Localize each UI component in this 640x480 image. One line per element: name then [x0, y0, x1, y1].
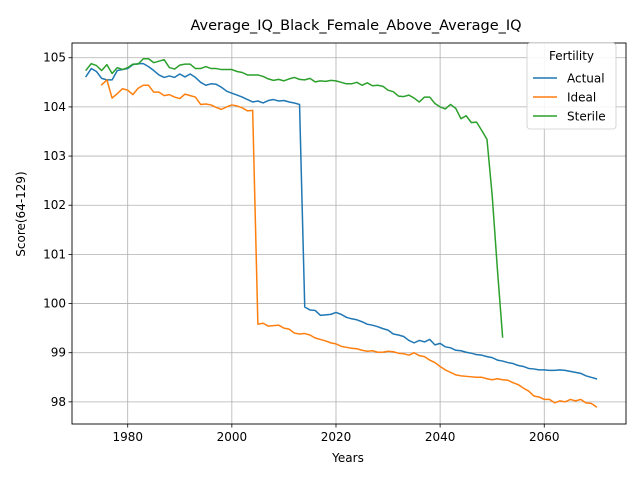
legend-label-sterile: Sterile [567, 110, 606, 124]
legend: Fertility Actual Ideal Sterile [526, 42, 617, 130]
chart-title: Average_IQ_Black_Female_Above_Average_IQ [190, 18, 521, 34]
plot-area [71, 42, 627, 425]
y-tick-label: 98 [51, 395, 66, 409]
legend-label-actual: Actual [567, 72, 605, 86]
y-tick-label: 104 [43, 100, 66, 114]
y-tick-label: 101 [43, 247, 66, 261]
x-tick-label: 2060 [529, 430, 560, 444]
x-tick-label: 1980 [112, 430, 143, 444]
legend-title: Fertility [549, 49, 594, 63]
grid [72, 43, 626, 424]
x-tick-label: 2020 [321, 430, 352, 444]
y-tick-label: 102 [43, 198, 66, 212]
series-lines [85, 57, 598, 408]
legend-box [526, 42, 617, 130]
y-axis: 98 99 100 101 102 103 104 105 [43, 51, 72, 409]
y-axis-label: Score(64-129) [14, 171, 28, 256]
series-line-actual [85, 62, 598, 380]
legend-label-ideal: Ideal [567, 91, 596, 105]
x-tick-label: 2040 [425, 430, 456, 444]
axes-frame [71, 42, 627, 425]
y-tick-label: 100 [43, 297, 66, 311]
y-tick-label: 103 [43, 149, 66, 163]
x-tick-label: 2000 [217, 430, 248, 444]
y-tick-label: 99 [51, 346, 66, 360]
series-line-ideal [100, 79, 598, 408]
series-line-sterile [85, 57, 504, 338]
x-axis: 1980 2000 2020 2040 2060 [112, 424, 560, 444]
x-axis-label: Years [331, 451, 364, 465]
y-tick-label: 105 [43, 51, 66, 65]
